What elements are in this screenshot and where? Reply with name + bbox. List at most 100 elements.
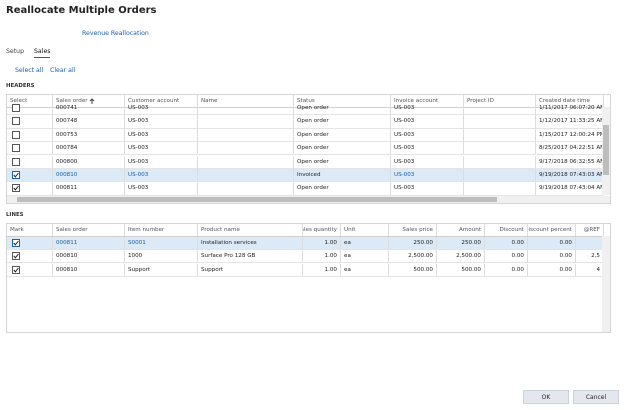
grid-cell: 1/12/2017 11:33:25 AM [536, 115, 604, 128]
revenue-link[interactable]: Revenue Reallocation [82, 30, 149, 37]
grid-cell [198, 128, 294, 142]
grid-cell: 9/17/2018 06:32:55 AM [536, 155, 604, 168]
grid-cell: 500.00 [437, 263, 485, 276]
grid-cell: 4 [576, 263, 604, 276]
column-header[interactable]: Invoice account [391, 95, 464, 107]
column-header[interactable]: Sales order [53, 224, 125, 236]
checkbox[interactable] [12, 157, 20, 166]
grid-row[interactable]: 000753 US-003 Open order US-003 1/15/2017 12… [7, 128, 604, 143]
check-mark [13, 172, 19, 178]
checkbox[interactable] [12, 117, 20, 126]
grid-cell: 500.00 [389, 263, 437, 276]
check-stroke [13, 267, 19, 273]
select-all[interactable]: Select all [15, 67, 44, 74]
grid-cell: 000811 [53, 182, 125, 195]
checkbox-cell [7, 168, 53, 182]
column-header[interactable]: Mark [7, 224, 53, 236]
grid-cell: US-003 [391, 101, 464, 115]
grid-cell: ea [341, 263, 389, 276]
checkbox[interactable] [12, 252, 20, 261]
grid-cell: 1/11/2017 06:07:20 AM [536, 101, 604, 115]
column-header[interactable]: Name [198, 95, 294, 107]
vertical-scrollbar[interactable] [602, 236, 610, 332]
clear-all[interactable]: Clear all [50, 67, 76, 74]
grid-cell: Open order [294, 182, 391, 195]
check-stroke [13, 240, 19, 246]
grid-cell: 000741 [53, 101, 125, 115]
grid-cell: 8/25/2017 04:22:51 AM [536, 142, 604, 155]
column-header[interactable]: Status [294, 95, 391, 107]
column-header[interactable]: Created date time [536, 95, 604, 107]
grid-row[interactable]: 000810 1000 Surface Pro 128 GB 1.00 ea 2,500.… [7, 250, 604, 264]
ok-button[interactable]: OK [523, 390, 569, 404]
column-header[interactable]: Unit [341, 224, 389, 236]
grid-cell: Support [125, 263, 198, 276]
sort-arrow-stroke [89, 97, 94, 104]
grid-cell: Support [198, 263, 303, 276]
grid-cell: US-003 [391, 128, 464, 142]
column-header[interactable]: Amount [437, 224, 485, 236]
checkbox[interactable] [12, 144, 20, 153]
grid-row[interactable]: 000810 US-003 Invoiced US-003 9/19/2018 07:4… [7, 168, 604, 183]
grid-cell [464, 115, 536, 128]
grid-row[interactable]: 000810 Support Support 1.00 ea 500.00 500.00 0.… [7, 263, 604, 277]
grid-cell [198, 155, 294, 168]
grid-row[interactable]: 000811 US-003 Open order US-003 9/19/2018 07… [7, 182, 604, 196]
column-header[interactable]: Project ID [464, 95, 536, 107]
grid-cell: ea [341, 236, 389, 249]
checkbox[interactable] [12, 104, 20, 113]
cancel-button[interactable]: Cancel [573, 390, 619, 404]
checkbox[interactable] [12, 130, 20, 139]
grid-cell: 000753 [53, 128, 125, 142]
checkbox-cell [7, 236, 53, 249]
grid-cell: 2,5 [576, 250, 604, 263]
grid-cell: Open order [294, 101, 391, 115]
checkbox-cell [7, 182, 53, 195]
checkbox-cell [7, 263, 53, 276]
checkbox[interactable] [12, 171, 20, 180]
grid-cell: 000811 [53, 236, 125, 249]
column-header[interactable]: Item number [125, 224, 198, 236]
column-header[interactable]: Customer account [125, 95, 198, 107]
column-header[interactable]: Sales quantity [303, 224, 341, 236]
grid-row[interactable]: 000748 US-003 Open order US-003 1/12/2017 11… [7, 115, 604, 129]
grid-cell: US-003 [125, 115, 198, 128]
grid-cell: 250.00 [437, 236, 485, 249]
grid-cell: 1.00 [303, 236, 341, 249]
grid-cell: US-003 [391, 115, 464, 128]
grid-cell: 0.00 [485, 250, 528, 263]
vertical-scrollbar[interactable] [602, 107, 610, 195]
grid-cell [464, 168, 536, 182]
checkbox[interactable] [12, 265, 20, 274]
grid-row[interactable]: 000741 US-003 Open order US-003 1/11/2017 06… [7, 101, 604, 116]
column-header[interactable]: Discount [485, 224, 528, 236]
check-stroke [13, 186, 19, 192]
tab[interactable]: Setup [6, 48, 25, 55]
tab[interactable]: Sales [34, 48, 51, 58]
checkbox[interactable] [12, 184, 20, 193]
grid-cell: 0.00 [528, 263, 576, 276]
grid-cell: ea [341, 250, 389, 263]
grid-row[interactable]: 000800 US-003 Open order US-003 9/17/2018 06… [7, 155, 604, 169]
grid-cell: 1/15/2017 12:00:24 PM [536, 128, 604, 142]
grid-cell: Open order [294, 115, 391, 128]
check-mark [13, 253, 19, 259]
horizontal-scrollbar[interactable] [7, 196, 610, 203]
grid-cell: Invoiced [294, 168, 391, 182]
scroll-thumb[interactable] [17, 197, 497, 202]
checkbox[interactable] [12, 238, 20, 247]
grid-row[interactable]: 000784 US-003 Open order US-003 8/25/2017 04… [7, 142, 604, 156]
grid-row[interactable]: 000811 S0001 Installation services 1.00 ea 25… [7, 236, 604, 250]
column-header[interactable]: Product name [198, 224, 303, 236]
grid-cell: 0.00 [485, 236, 528, 249]
column-header[interactable]: @REF [576, 224, 604, 236]
column-header[interactable]: Sales price [389, 224, 437, 236]
grid-cell [198, 142, 294, 155]
column-header[interactable]: Discount percent [528, 224, 576, 236]
column-header[interactable]: Select [7, 95, 53, 107]
section-label: LINES [6, 212, 24, 218]
grid-cell [198, 101, 294, 115]
column-header[interactable]: Sales order [53, 95, 125, 107]
scroll-thumb[interactable] [603, 125, 609, 175]
